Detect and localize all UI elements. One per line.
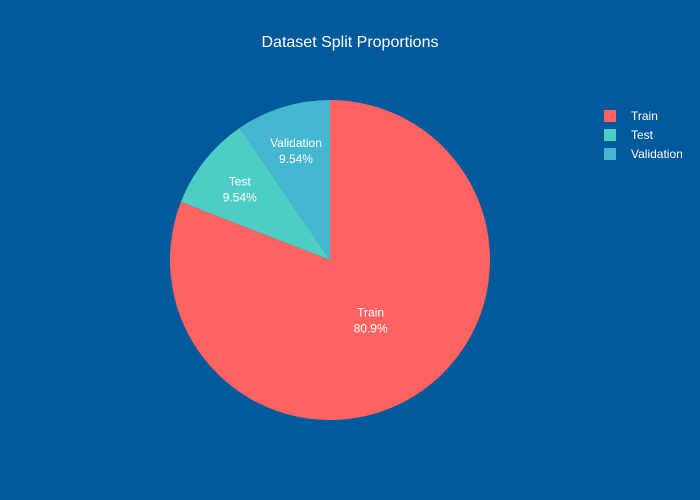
pie-slice-test[interactable] (180, 127, 330, 260)
pie-slice-labels: Train 80.9% Test 9.54% Validation 9.54% (223, 136, 388, 336)
legend-label-validation: Validation (631, 146, 683, 161)
slice-label-validation: Validation (270, 136, 322, 150)
legend-swatch-test (604, 128, 616, 141)
chart-title: Dataset Split Proportions (261, 34, 439, 51)
slice-label-test: Test (229, 174, 252, 188)
legend-label-train: Train (631, 108, 658, 123)
legend-label-test: Test (631, 127, 654, 142)
legend-swatch-train (604, 109, 616, 122)
slice-percent-validation: 9.54% (279, 152, 313, 166)
slice-label-train: Train (357, 305, 384, 319)
legend: Train Test Validation (604, 106, 683, 163)
legend-item-test[interactable]: Test (604, 125, 683, 144)
pie-slice-validation[interactable] (239, 100, 330, 260)
legend-swatch-validation (604, 147, 616, 160)
slice-percent-test: 9.54% (223, 190, 257, 204)
pie-slices (170, 100, 491, 420)
slice-percent-train: 80.9% (354, 321, 388, 335)
legend-item-train[interactable]: Train (604, 106, 683, 125)
legend-item-validation[interactable]: Validation (604, 144, 683, 163)
